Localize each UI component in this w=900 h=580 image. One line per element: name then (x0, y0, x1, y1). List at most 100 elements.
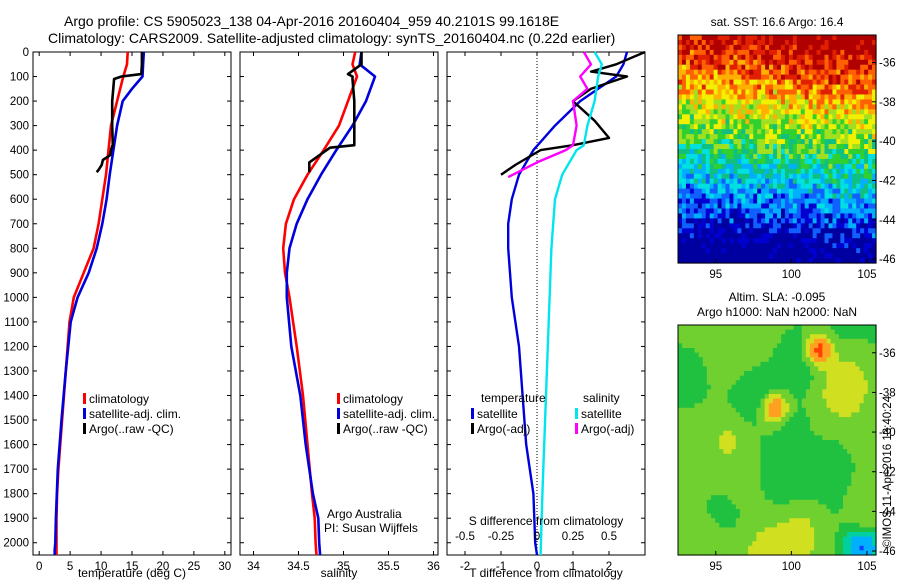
heatmap-cell (871, 481, 877, 487)
heatmap-cell (761, 163, 766, 170)
heatmap-cell (796, 193, 802, 200)
heatmap-cell (727, 513, 733, 519)
heatmap-cell (828, 129, 834, 135)
heatmap-cell (731, 463, 737, 469)
heatmap-cell (678, 407, 683, 413)
heatmap-cell (725, 203, 731, 210)
heatmap-cell (804, 89, 810, 96)
heatmap-cell (814, 371, 819, 377)
heatmap-cell (844, 134, 849, 140)
heatmap-cell (855, 407, 861, 413)
heatmap-cell (685, 69, 691, 76)
heatmap-cell (788, 238, 794, 244)
heatmap-cell (757, 64, 762, 71)
heatmap-cell (705, 139, 711, 145)
heatmap-cell (711, 329, 716, 335)
heatmap-cell (843, 490, 848, 496)
heatmap-cell (681, 183, 687, 190)
heatmap-cell (801, 453, 807, 459)
heatmap-cell (769, 153, 774, 160)
heatmap-cell (804, 203, 810, 210)
heatmap-cell (725, 253, 731, 259)
heatmap-cell (834, 357, 840, 363)
heatmap-cell (826, 541, 832, 547)
heatmap-cell (689, 74, 695, 81)
heatmap-cell (852, 158, 857, 165)
heatmap-cell (731, 481, 737, 487)
heatmap-cell (852, 198, 857, 205)
heatmap-cell (784, 59, 790, 66)
heatmap-cell (686, 407, 691, 413)
heatmap-cell (705, 213, 711, 219)
heatmap-cell (717, 134, 723, 140)
heatmap-cell (753, 198, 758, 205)
heatmap-cell (748, 398, 753, 404)
heatmap-cell (855, 421, 861, 427)
heatmap-cell (777, 163, 782, 170)
heatmap-cell (749, 223, 754, 229)
heatmap-cell (748, 389, 753, 395)
heatmap-cell (772, 449, 778, 455)
heatmap-cell (848, 44, 853, 51)
heatmap-cell (735, 513, 741, 519)
heatmap-cell (723, 449, 729, 455)
heatmap-cell (701, 64, 707, 71)
heatmap-cell (828, 64, 834, 71)
heatmap-cell (834, 476, 840, 482)
heatmap-cell (733, 99, 738, 105)
heatmap-cell (678, 389, 683, 395)
heatmap-cell (690, 536, 696, 542)
heatmap-cell (804, 124, 810, 130)
heatmap-cell (805, 421, 811, 427)
heatmap-cell (745, 183, 750, 190)
heatmap-cell (797, 417, 803, 423)
heatmap-cell (713, 84, 719, 91)
heatmap-cell (693, 198, 699, 205)
heatmap-cell (851, 435, 856, 441)
heatmap-cell (864, 109, 869, 115)
heatmap-cell (848, 183, 853, 190)
heatmap-cell (834, 361, 840, 367)
heatmap-cell (690, 453, 696, 459)
heatmap-cell (729, 218, 735, 224)
heatmap-cell (859, 361, 865, 367)
heatmap-cell (804, 258, 810, 264)
heatmap-cell (694, 522, 700, 528)
heatmap-cell (749, 178, 754, 185)
heatmap-cell (822, 499, 828, 505)
heatmap-cell (706, 458, 712, 464)
heatmap-cell (871, 522, 877, 528)
heatmap-cell (719, 467, 724, 473)
heatmap-cell (744, 509, 749, 515)
heatmap-cell (840, 158, 845, 165)
heatmap-cell (855, 486, 861, 492)
heatmap-cell (681, 124, 687, 130)
heatmap-cell (864, 54, 869, 61)
heatmap-cell (808, 44, 814, 51)
heatmap-cell (682, 467, 687, 473)
heatmap-cell (780, 119, 786, 125)
heatmap-cell (788, 39, 794, 46)
heatmap-cell (686, 463, 691, 469)
heatmap-cell (749, 168, 754, 175)
heatmap-cell (685, 134, 691, 140)
heatmap-cell (840, 208, 845, 215)
heatmap-cell (702, 472, 708, 478)
heatmap-cell (678, 64, 683, 71)
heatmap-cell (713, 114, 719, 120)
heatmap-cell (721, 109, 727, 115)
heatmap-cell (705, 74, 711, 81)
heatmap-cell (784, 49, 790, 56)
heatmap-cell (868, 253, 873, 259)
heatmap-cell (797, 361, 803, 367)
heatmap-cell (820, 39, 826, 46)
heatmap-cell (761, 158, 766, 165)
heatmap-cell (860, 173, 865, 180)
heatmap-cell (678, 426, 683, 432)
heatmap-cell (864, 153, 869, 160)
heatmap-cell (784, 104, 790, 110)
sla-map-frame (677, 324, 877, 556)
heatmap-cell (847, 371, 852, 377)
heatmap-cell (792, 188, 798, 195)
heatmap-cell (678, 384, 683, 390)
